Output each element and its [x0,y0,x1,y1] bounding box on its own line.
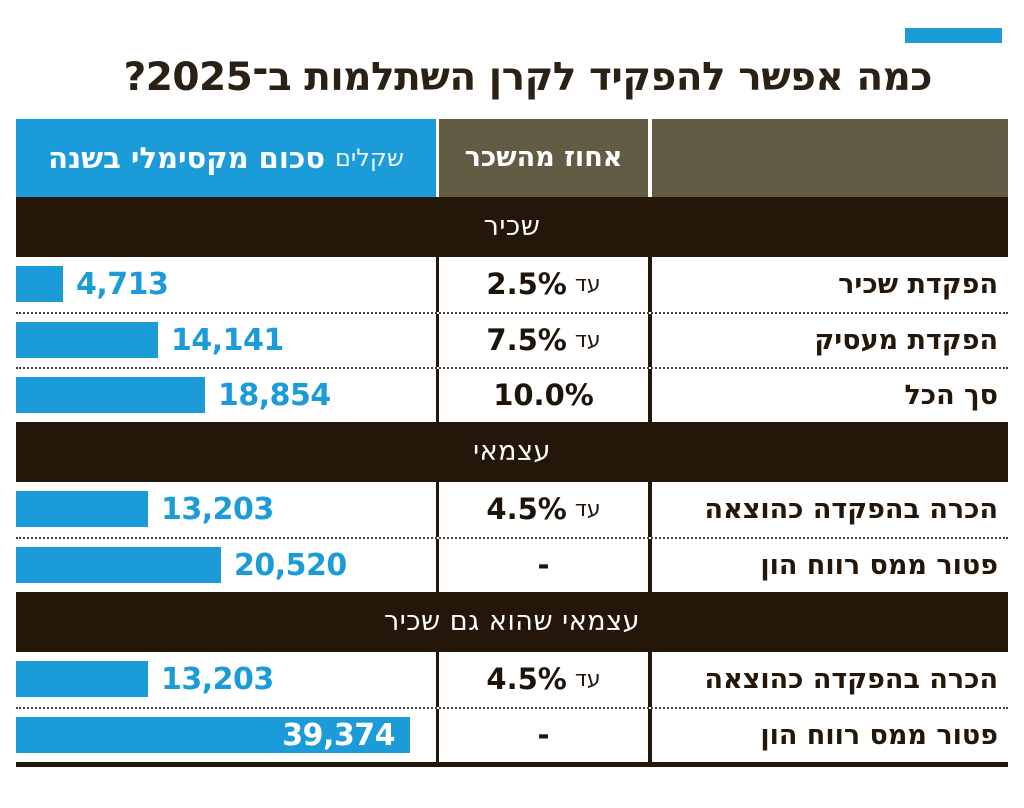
table-header-row: אחוז מהשכר סכום מקסימלי בשנה שקלים [16,118,1008,197]
percent-value: 10.0% [493,378,594,413]
brand-mark-rectangle [905,28,1002,43]
row-label-cell: הכרה בהפקדה כהוצאה [648,651,1008,707]
table-row: פטור ממס רווח הון - 39,374 [16,706,1008,762]
row-label-cell: סך הכל [648,368,1008,422]
amount-bar: 39,374 [16,717,410,754]
section-header-self-employed-and-employee: עצמאי שהוא גם שכיר [16,591,1008,652]
row-amount-cell: 13,203 [16,482,436,537]
row-amount-cell: 39,374 [16,709,436,762]
header-empty-cell [648,118,1008,197]
header-amount-unit: שקלים [334,143,404,172]
header-amount-label: סכום מקסימלי בשנה [48,140,325,175]
percent-value: 4.5% [486,662,567,697]
page-title: כמה אפשר להפקיד לקרן השתלמות ב־2025? [123,55,933,100]
amount-value: 20,520 [234,547,347,583]
row-percent-cell: עד 2.5% [436,256,648,312]
row-label: הכרה בהפקדה כהוצאה [704,493,998,525]
section-header-self-employed: עצמאי [16,421,1008,482]
percent-value: - [537,718,550,753]
section-title: עצמאי שהוא גם שכיר [384,606,640,638]
row-label-cell: הכרה בהפקדה כהוצאה [648,481,1008,537]
row-label: פטור ממס רווח הון [760,549,998,581]
row-amount-cell: 4,713 [16,257,436,312]
table-row: הכרה בהפקדה כהוצאה עד 4.5% 13,203 [16,481,1008,537]
row-label-cell: הפקדת שכיר [648,256,1008,312]
amount-bar [16,491,148,528]
row-percent-cell: עד 4.5% [436,651,648,707]
row-amount-cell: 14,141 [16,314,436,367]
header-percent-cell: אחוז מהשכר [436,118,648,197]
amount-bar [16,266,63,303]
amount-value: 13,203 [161,491,274,527]
row-label: הפקדת שכיר [838,268,998,300]
percent-value: 4.5% [486,492,567,527]
row-label-cell: הפקדת מעסיק [648,313,1008,367]
row-label: הפקדת מעסיק [814,324,998,356]
row-amount-cell: 20,520 [16,539,436,592]
header-percent-label: אחוז מהשכר [464,142,623,174]
row-label: פטור ממס רווח הון [760,719,998,751]
section-header-employee: שכיר [16,196,1008,257]
percent-prefix: עד [574,271,601,297]
header-amount-cell: סכום מקסימלי בשנה שקלים [16,118,436,197]
deposit-table: אחוז מהשכר סכום מקסימלי בשנה שקלים שכיר … [16,118,1008,767]
amount-value: 39,374 [282,717,395,753]
amount-bar [16,377,205,414]
table-row: הפקדת שכיר עד 2.5% 4,713 [16,256,1008,312]
amount-value: 4,713 [76,266,169,302]
row-amount-cell: 18,854 [16,369,436,422]
amount-bar [16,547,221,584]
percent-prefix: עד [574,666,601,692]
row-label-cell: פטור ממס רווח הון [648,708,1008,762]
table-row: הפקדת מעסיק עד 7.5% 14,141 [16,311,1008,367]
row-amount-cell: 13,203 [16,652,436,707]
row-label: הכרה בהפקדה כהוצאה [704,663,998,695]
infographic-page: כמה אפשר להפקיד לקרן השתלמות ב־2025? אחו… [0,28,1024,808]
amount-bar [16,661,148,698]
amount-bar [16,322,158,359]
table-row: סך הכל 10.0% 18,854 [16,366,1008,422]
percent-prefix: עד [574,327,601,353]
amount-value: 18,854 [218,377,331,413]
percent-prefix: עד [574,496,601,522]
row-percent-cell: עד 7.5% [436,313,648,367]
row-label: סך הכל [904,379,998,411]
row-percent-cell: 10.0% [436,368,648,422]
row-percent-cell: - [436,538,648,592]
row-label-cell: פטור ממס רווח הון [648,538,1008,592]
section-title: שכיר [483,211,541,243]
section-title: עצמאי [473,436,551,468]
percent-value: 2.5% [486,267,567,302]
row-percent-cell: עד 4.5% [436,481,648,537]
table-row: הכרה בהפקדה כהוצאה עד 4.5% 13,203 [16,651,1008,707]
amount-value: 13,203 [161,661,274,697]
table-row: פטור ממס רווח הון - 20,520 [16,536,1008,592]
percent-value: - [537,548,550,583]
percent-value: 7.5% [486,323,567,358]
row-percent-cell: - [436,708,648,762]
amount-value: 14,141 [171,322,284,358]
